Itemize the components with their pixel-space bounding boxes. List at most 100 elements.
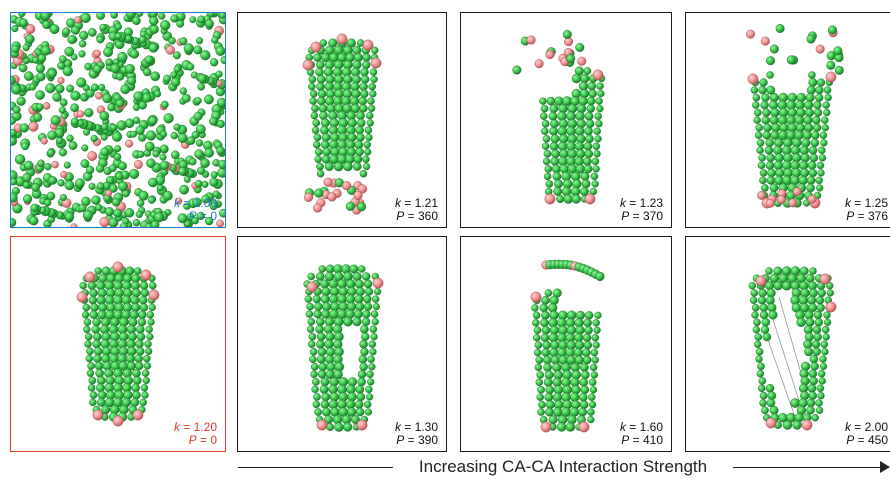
hexamer-bead	[773, 281, 783, 291]
hexamer-bead	[550, 119, 559, 129]
hexamer-bead	[759, 310, 769, 320]
param-label: k = 1.60 P = 410	[620, 421, 663, 447]
hexamer-bead	[592, 319, 600, 327]
hexamer-bead	[762, 108, 771, 117]
hexamer-bead	[549, 295, 559, 306]
hexamer-bead	[321, 133, 331, 142]
hexamer-bead	[85, 354, 93, 363]
hexamer-bead	[313, 309, 322, 319]
hexamer-bead	[173, 123, 181, 131]
hexamer-bead	[591, 157, 600, 166]
hexamer-bead	[14, 154, 26, 165]
hexamer-bead	[543, 377, 553, 387]
param-label: k = 1.25 P = 376	[845, 197, 888, 223]
hexamer-bead	[160, 100, 169, 109]
hexamer-bead	[11, 25, 19, 33]
hexamer-bead	[200, 50, 211, 61]
pentamer-bead	[175, 197, 183, 205]
hexamer-bead	[766, 176, 776, 185]
hexamer-bead	[320, 377, 330, 387]
hexamer-bead	[308, 332, 317, 341]
hexamer-bead	[753, 116, 761, 124]
hexamer-bead	[806, 398, 816, 408]
hexamer-bead	[755, 123, 763, 132]
p-value: P = 370	[621, 209, 663, 223]
hexamer-bead	[756, 138, 765, 147]
hexamer-bead	[551, 149, 561, 159]
pentamer-bead	[815, 44, 825, 54]
hexamer-bead	[580, 363, 589, 372]
hexamer-bead	[821, 348, 829, 356]
hexamer-bead	[583, 164, 593, 174]
hexamer-bead	[362, 53, 371, 62]
hexamer-bead	[96, 383, 105, 393]
hexamer-bead	[67, 34, 77, 45]
hexamer-bead	[216, 119, 225, 128]
hexamer-bead	[593, 127, 601, 135]
hexamer-bead	[196, 211, 205, 220]
hexamer-bead	[149, 281, 157, 290]
pentamer-bead	[216, 219, 224, 227]
panel-a: k = 1.00 P = 0	[10, 12, 226, 228]
hexamer-bead	[352, 317, 362, 327]
hexamer-bead	[588, 401, 597, 409]
hexamer-bead	[130, 130, 137, 138]
hexamer-bead	[816, 78, 826, 87]
hexamer-bead	[318, 104, 328, 113]
hexamer-bead	[536, 371, 545, 379]
hexamer-bead	[92, 317, 101, 327]
hexamer-bead	[215, 70, 223, 78]
hexamer-bead	[320, 279, 330, 289]
hexamer-bead	[769, 44, 779, 54]
hexamer-bead	[356, 392, 366, 402]
hexamer-bead	[324, 339, 334, 349]
hexamer-bead	[773, 145, 783, 155]
hexamer-bead	[358, 265, 366, 273]
hexamer-bead	[173, 65, 181, 73]
hexamer-bead	[575, 310, 585, 320]
hexamer-bead	[314, 188, 324, 198]
hexamer-bead	[767, 391, 777, 401]
hexamer-bead	[153, 90, 162, 98]
hexamer-bead	[590, 348, 599, 357]
hexamer-bead	[766, 85, 776, 95]
hexamer-bead	[70, 53, 78, 61]
hexamer-bead	[135, 361, 144, 371]
hexamer-bead	[556, 422, 567, 432]
hexamer-bead	[540, 112, 548, 120]
hexamer-bead	[159, 153, 167, 161]
hexamer-bead	[307, 272, 316, 281]
hexamer-bead	[184, 220, 191, 227]
hexamer-bead	[195, 37, 204, 45]
pentamer-bead	[93, 49, 101, 58]
hexamer-bead	[132, 16, 141, 26]
hexamer-bead	[545, 385, 555, 395]
hexamer-bead	[804, 123, 814, 133]
hexamer-bead	[757, 384, 766, 393]
pentamer-bead	[323, 177, 333, 187]
hexamer-bead	[539, 303, 549, 313]
k-value: k = 1.20	[173, 420, 217, 434]
hexamer-bead	[114, 32, 122, 40]
hexamer-bead	[138, 310, 147, 319]
pentamer-bead	[99, 216, 110, 227]
capsid-render-d	[746, 23, 844, 209]
hexamer-bead	[133, 376, 142, 385]
hexamer-bead	[553, 187, 563, 196]
hexamer-bead	[141, 92, 152, 103]
hexamer-bead	[313, 140, 321, 149]
hexamer-bead	[765, 161, 775, 170]
hexamer-bead	[321, 309, 331, 319]
hexamer-bead	[25, 34, 35, 44]
arrow-line-left	[238, 467, 393, 469]
hexamer-bead	[586, 104, 595, 113]
hexamer-bead	[540, 333, 550, 342]
hexamer-bead	[809, 267, 817, 275]
hexamer-bead	[345, 201, 356, 211]
capsid-render-g	[530, 259, 605, 433]
hexamer-bead	[92, 339, 101, 349]
hexamer-bead	[367, 104, 376, 113]
hexamer-bead	[813, 100, 822, 110]
pentamer-bead	[825, 301, 837, 313]
hexamer-bead	[324, 354, 335, 364]
